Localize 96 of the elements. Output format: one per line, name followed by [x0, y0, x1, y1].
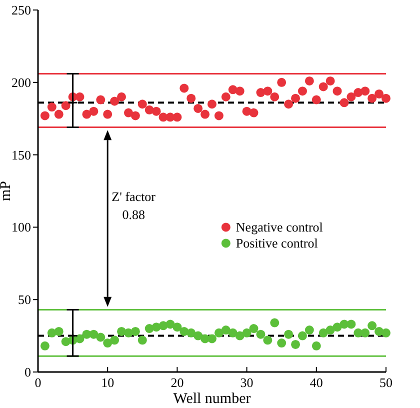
point [89, 330, 98, 339]
point [340, 98, 349, 108]
x-tick-label: 10 [101, 375, 114, 390]
y-tick-label: 250 [12, 2, 31, 18]
point [312, 341, 321, 350]
point [382, 328, 390, 338]
point [277, 78, 286, 87]
point [298, 331, 307, 340]
point [124, 108, 133, 118]
point [284, 100, 294, 109]
x-tick-label: 20 [170, 375, 184, 390]
point [368, 321, 377, 330]
point [291, 94, 300, 103]
point [221, 92, 230, 102]
point [54, 110, 64, 119]
point [382, 94, 390, 103]
point [346, 320, 356, 329]
point [75, 92, 84, 102]
point [96, 95, 106, 104]
point [186, 94, 196, 103]
point [304, 76, 314, 86]
point [235, 331, 244, 340]
point [130, 326, 140, 336]
point [47, 102, 56, 112]
point [332, 322, 342, 332]
point [277, 338, 286, 348]
point [208, 334, 216, 344]
point [263, 86, 272, 96]
point [318, 82, 328, 92]
point [312, 95, 321, 104]
point [291, 340, 300, 349]
x-axis-title: Well number [173, 391, 251, 407]
point [138, 336, 147, 345]
x-tick-label: 50 [380, 375, 392, 390]
point [326, 326, 335, 335]
point [130, 111, 140, 120]
point [360, 86, 370, 96]
point [214, 328, 224, 338]
y-axis-title: mP [0, 180, 14, 202]
point [54, 326, 64, 336]
annotation: Z' factor [112, 189, 156, 204]
point [221, 326, 230, 335]
x-tick-label: 30 [240, 375, 254, 390]
point [374, 89, 384, 98]
point [368, 94, 377, 103]
point [256, 330, 266, 339]
point [194, 104, 203, 113]
point [270, 318, 280, 328]
point [235, 86, 244, 96]
point [110, 96, 120, 106]
point [166, 320, 175, 329]
point [249, 108, 258, 118]
point [186, 328, 196, 338]
legend-label: Positive control [236, 236, 318, 251]
y-tick-label: 200 [12, 74, 31, 90]
point [61, 101, 70, 110]
y-tick-label: 50 [18, 292, 31, 308]
x-tick-label: 40 [310, 375, 323, 390]
point [138, 100, 147, 109]
point [200, 110, 210, 119]
point [152, 106, 161, 116]
point [304, 326, 314, 335]
point [270, 92, 280, 102]
point [360, 328, 370, 338]
point [103, 110, 112, 119]
point [180, 84, 189, 93]
y-tick-label: 100 [12, 220, 31, 235]
annotation: 0.88 [122, 207, 145, 222]
point [346, 92, 356, 102]
point [117, 92, 126, 102]
point [194, 331, 203, 340]
point [172, 322, 182, 332]
point [318, 328, 328, 338]
point [82, 110, 92, 119]
point [228, 328, 238, 338]
y-tick-label: 0 [24, 364, 31, 380]
point [326, 76, 335, 86]
point [103, 338, 112, 348]
point [40, 111, 50, 120]
point [40, 341, 50, 350]
point [242, 328, 252, 338]
legend-label: Negative control [236, 220, 324, 235]
x-tick-label: 0 [34, 375, 42, 390]
point [284, 330, 294, 339]
point [96, 332, 106, 342]
point [214, 111, 224, 120]
point [110, 336, 120, 345]
point [249, 324, 258, 334]
point [298, 86, 307, 96]
point [208, 100, 216, 109]
point [263, 336, 272, 345]
point [75, 334, 84, 344]
point [332, 86, 342, 96]
point [172, 112, 182, 122]
y-tick-label: 150 [12, 147, 31, 162]
point [89, 106, 98, 116]
